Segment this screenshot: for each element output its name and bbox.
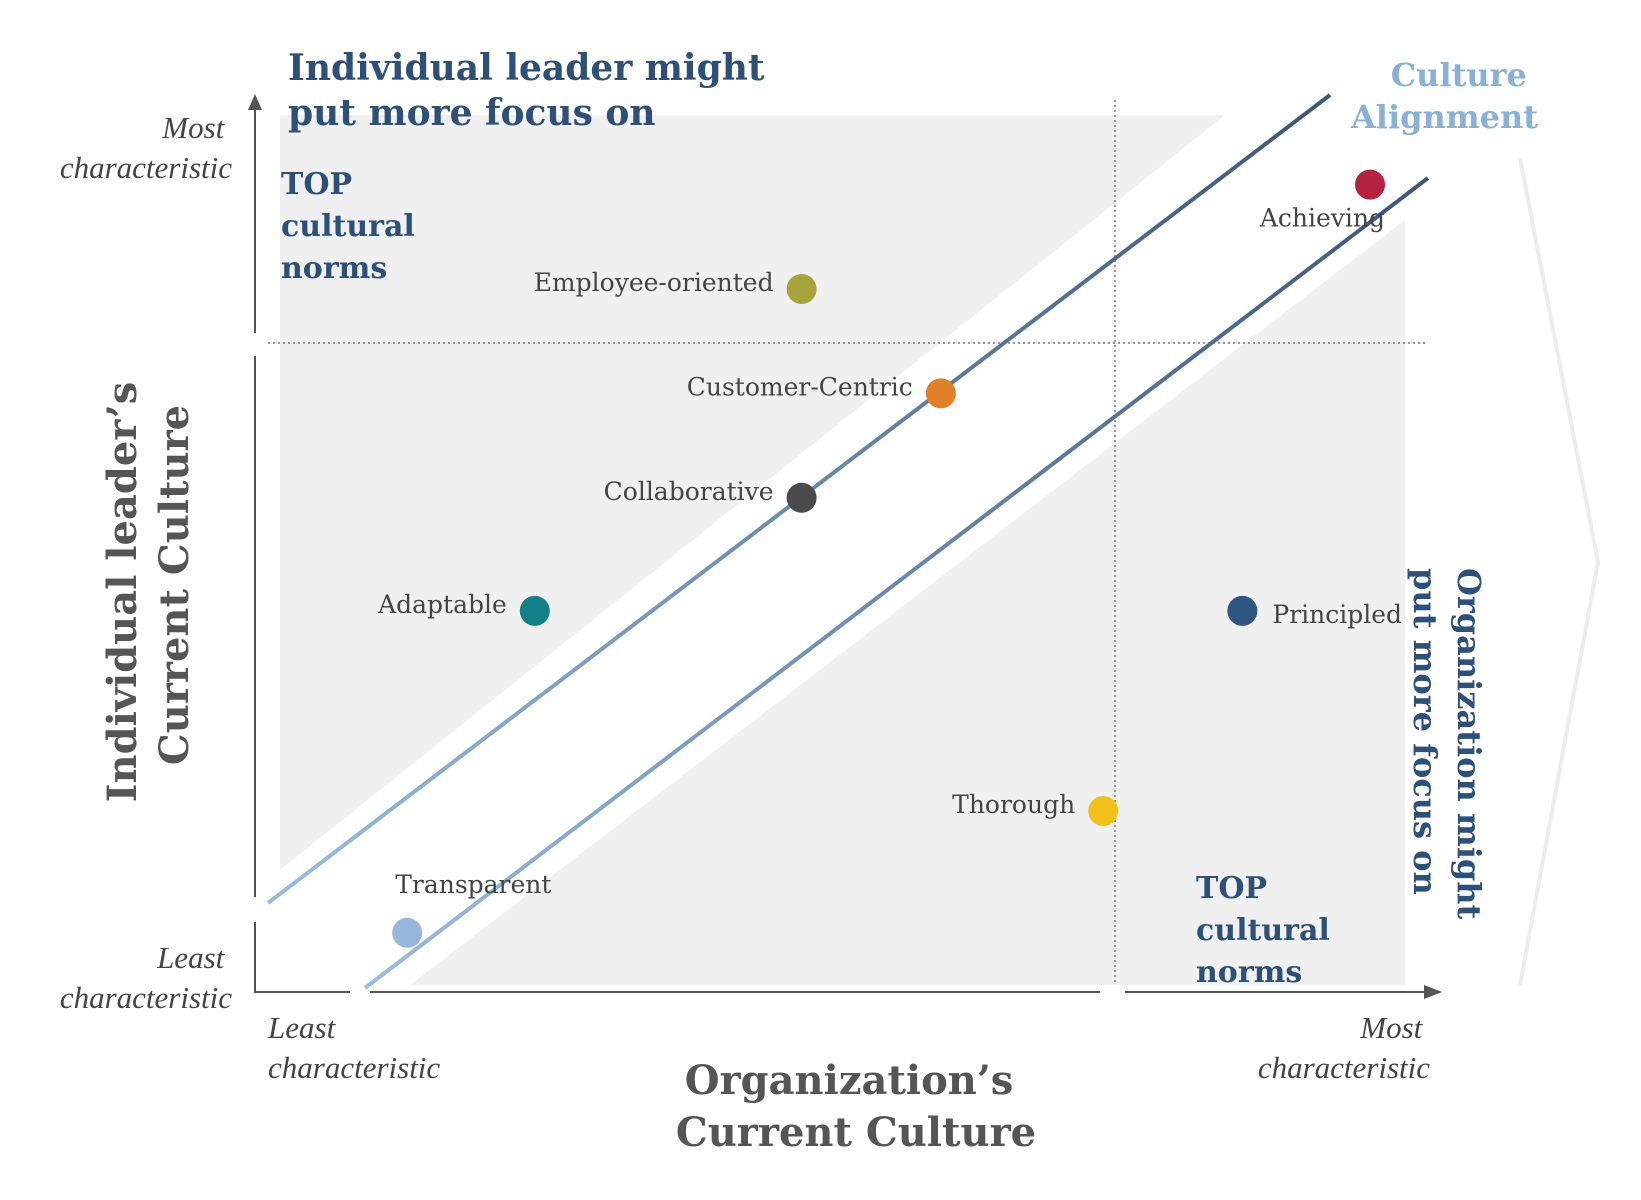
alignment-band-lower-line xyxy=(363,176,1430,990)
x-axis-title: Organization’s Current Culture xyxy=(676,1057,1036,1156)
lower-right-region xyxy=(410,220,1405,985)
right-chevron-shape xyxy=(1518,157,1601,986)
point-transparent xyxy=(392,917,423,948)
culture-points: Achieving Employee-oriented Customer-Centr… xyxy=(377,169,1402,948)
point-label-customer-centric: Customer-Centric xyxy=(687,372,913,401)
culture-alignment-heading: Culture Alignment xyxy=(1350,56,1538,136)
y-axis-high-label: Most characteristic xyxy=(60,110,232,185)
point-thorough xyxy=(1088,796,1119,826)
point-label-achieving: Achieving xyxy=(1259,204,1385,233)
x-axis-low-label: Least characteristic xyxy=(267,1010,440,1085)
organization-focus-heading: Organization might put more focus on xyxy=(1406,568,1488,930)
upper-left-region xyxy=(280,115,1225,870)
point-label-thorough: Thorough xyxy=(952,790,1075,819)
top-norms-lower: TOP cultural norms xyxy=(1196,871,1340,990)
point-label-collaborative: Collaborative xyxy=(604,477,774,506)
x-axis-arrowhead xyxy=(1424,985,1442,999)
y-axis-low-label: Least characteristic xyxy=(60,940,232,1015)
point-label-transparent: Transparent xyxy=(395,870,551,899)
point-label-employee-oriented: Employee-oriented xyxy=(534,268,774,297)
point-label-adaptable: Adaptable xyxy=(377,590,507,619)
point-principled xyxy=(1227,595,1258,626)
point-customer-centric xyxy=(925,378,956,409)
point-label-principled: Principled xyxy=(1272,600,1402,629)
top-norms-upper: TOP cultural norms xyxy=(281,167,425,286)
y-axis-arrowhead xyxy=(248,94,262,110)
point-employee-oriented xyxy=(786,274,817,304)
point-collaborative xyxy=(786,482,817,513)
point-achieving xyxy=(1355,169,1385,200)
individual-focus-heading: Individual leader might put more focus o… xyxy=(288,47,777,134)
point-adaptable xyxy=(519,595,550,626)
y-axis-title: Individual leader’s Current Culture xyxy=(99,368,198,802)
x-axis-high-label: Most characteristic xyxy=(1258,1010,1430,1085)
